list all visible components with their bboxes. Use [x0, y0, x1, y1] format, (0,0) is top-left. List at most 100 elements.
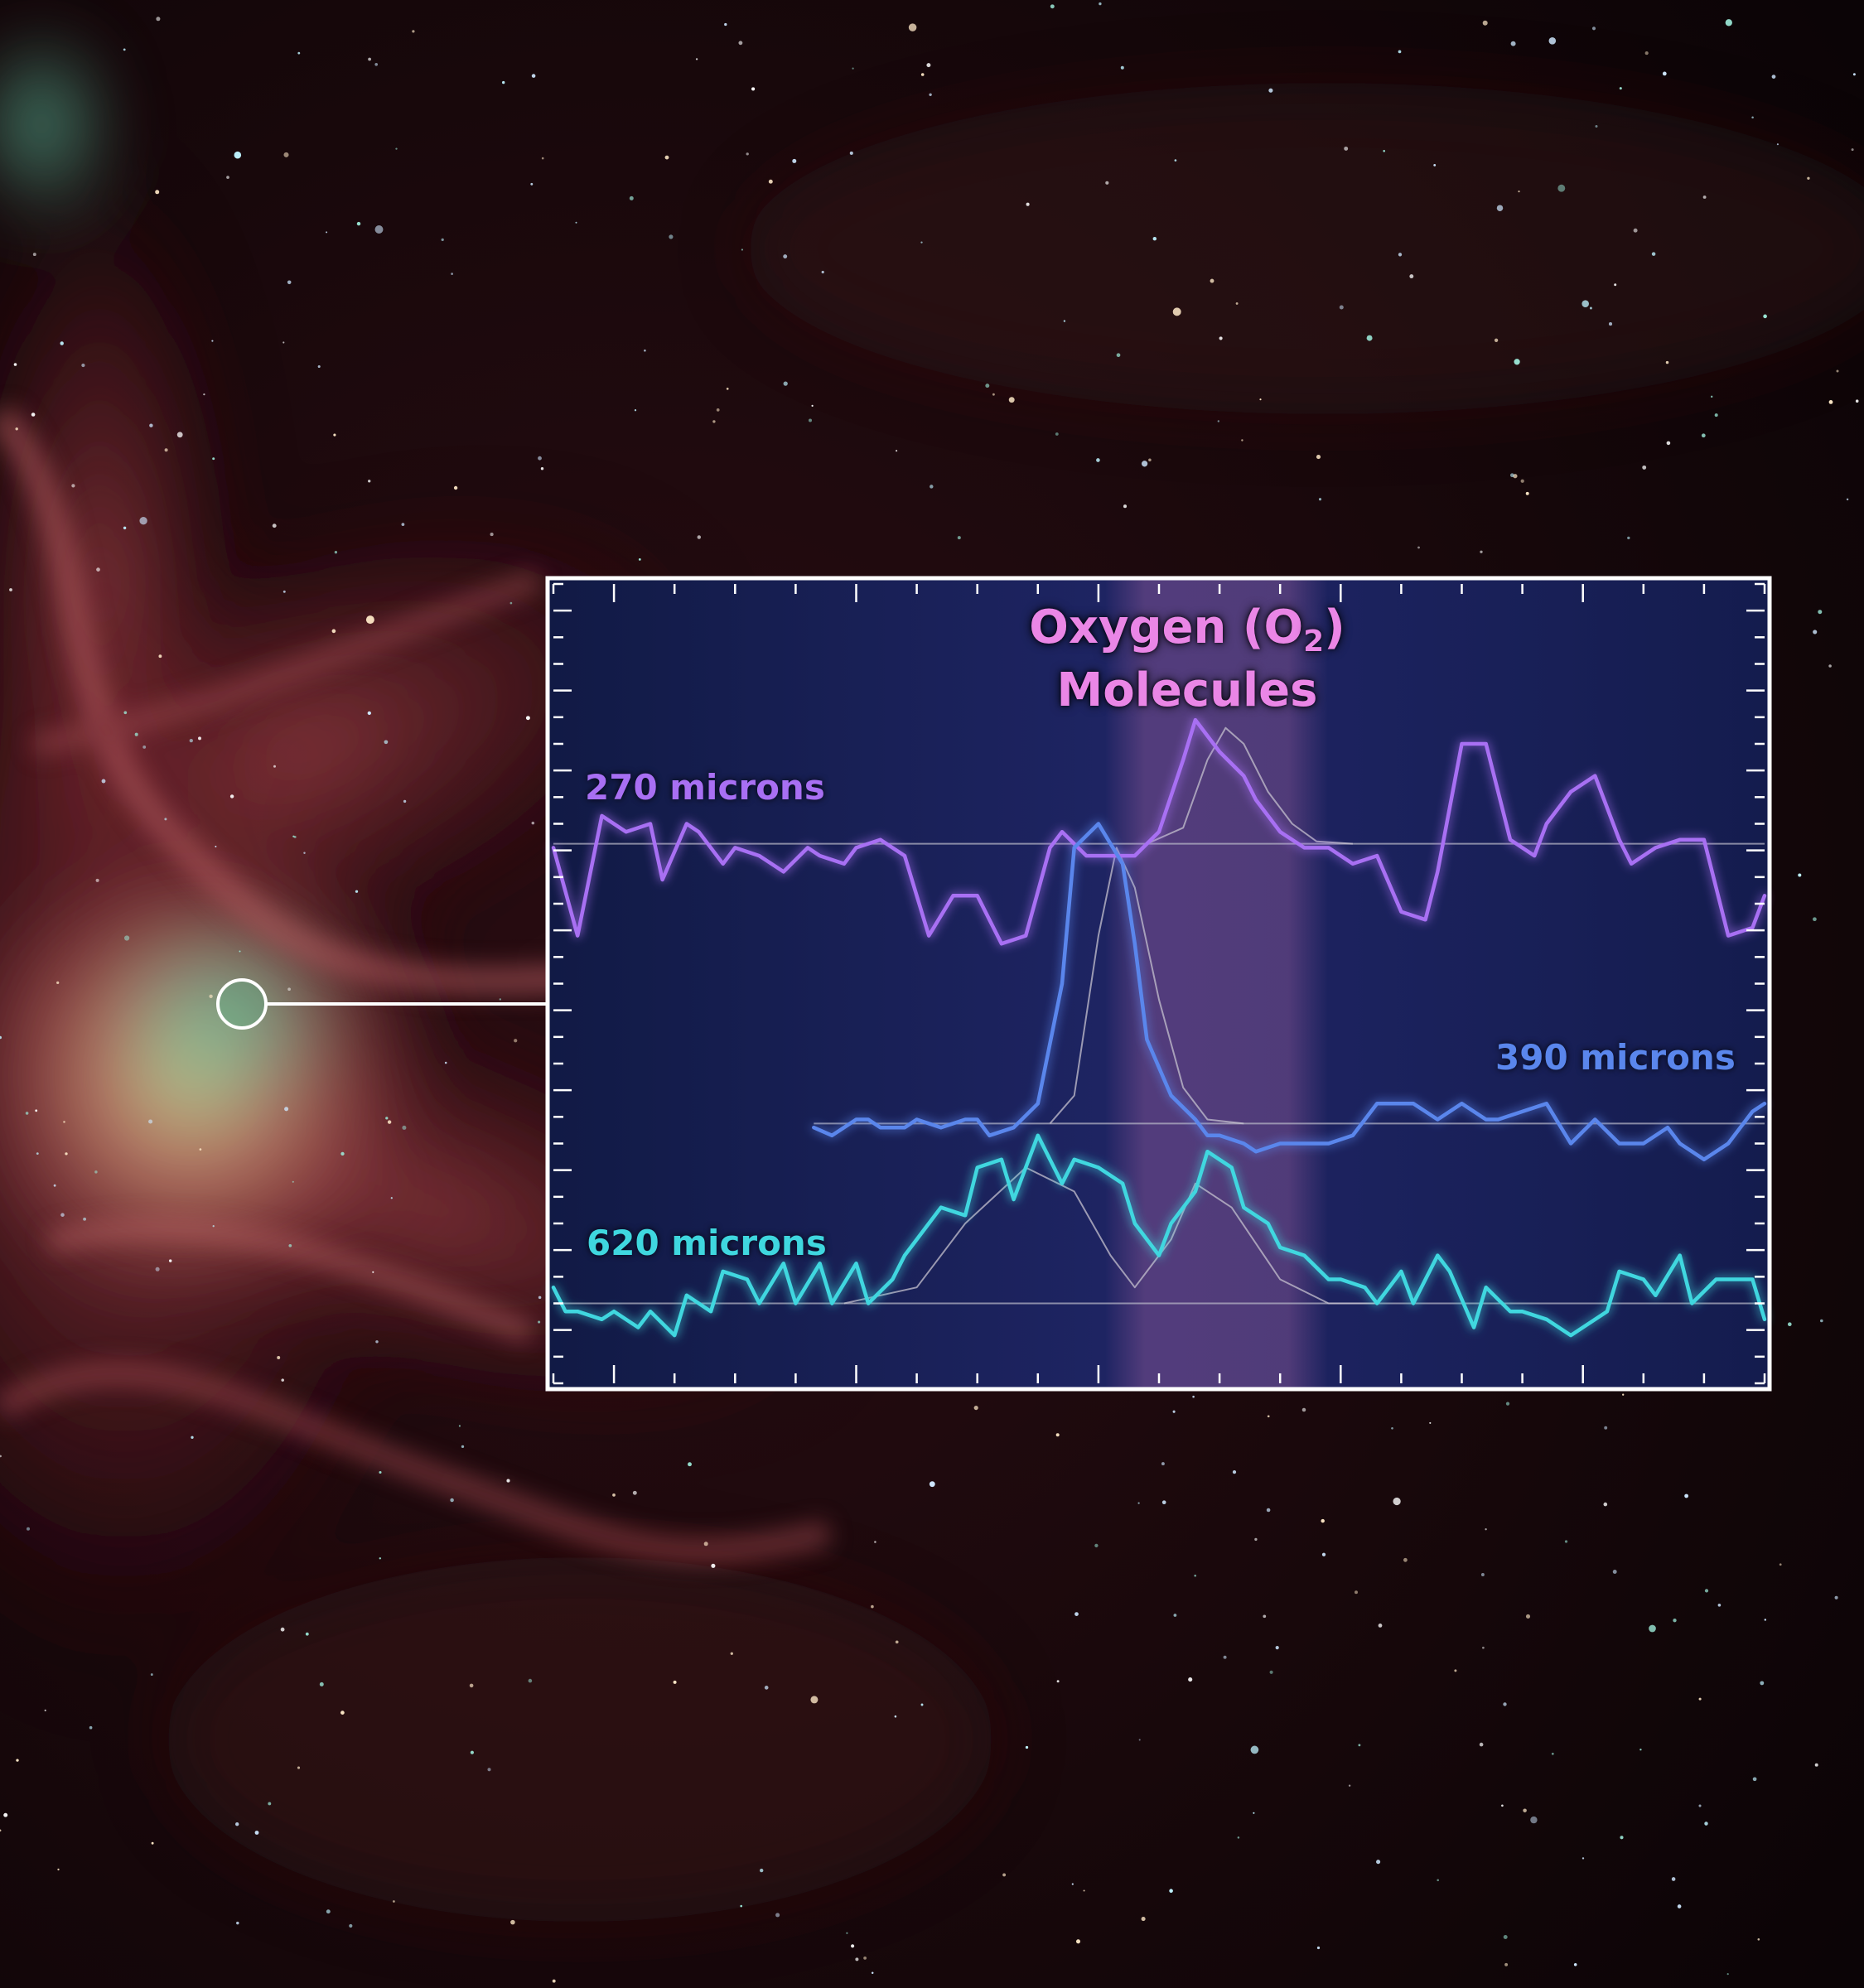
star	[32, 253, 36, 257]
star	[139, 517, 147, 525]
star	[1055, 432, 1059, 436]
star	[1787, 1322, 1792, 1327]
star	[13, 363, 17, 366]
star	[148, 1119, 153, 1124]
star	[287, 987, 291, 992]
star	[272, 524, 277, 528]
star	[326, 231, 328, 234]
star	[1852, 73, 1856, 76]
star	[1253, 1812, 1255, 1814]
star	[355, 890, 359, 893]
star	[368, 480, 371, 483]
star	[1573, 1963, 1577, 1966]
star	[783, 254, 788, 259]
star	[1137, 1502, 1140, 1504]
star	[1409, 274, 1414, 279]
fit-curve-620-microns	[843, 1166, 1378, 1305]
star	[575, 221, 577, 224]
fit-curve-390-microns	[1049, 847, 1244, 1125]
star	[1358, 1744, 1361, 1747]
star	[1268, 88, 1273, 93]
star	[1316, 455, 1321, 460]
star	[1301, 1407, 1306, 1412]
star	[1510, 41, 1516, 46]
star	[1589, 306, 1592, 310]
series-label-390-microns: 390 microns	[1495, 1037, 1736, 1078]
star	[234, 151, 242, 159]
series-label-270-microns: 270 microns	[585, 767, 825, 808]
star	[1702, 195, 1707, 199]
star	[1509, 473, 1514, 478]
star	[992, 393, 995, 396]
star	[15, 427, 18, 431]
star	[273, 765, 276, 768]
star	[27, 1527, 30, 1531]
star	[538, 1320, 541, 1324]
star	[375, 1340, 379, 1344]
star	[469, 1683, 474, 1688]
star	[402, 1125, 407, 1130]
star	[1275, 1646, 1279, 1650]
star	[896, 450, 898, 452]
star	[1855, 399, 1859, 403]
star	[297, 51, 301, 55]
star	[31, 413, 36, 417]
star	[372, 1271, 374, 1273]
star	[1776, 143, 1779, 146]
star	[331, 629, 336, 634]
star	[56, 981, 60, 985]
star	[499, 998, 501, 1001]
star	[1651, 252, 1656, 256]
star	[1814, 1763, 1818, 1767]
star	[65, 1152, 68, 1156]
star	[1518, 190, 1520, 193]
star	[1701, 433, 1706, 438]
star	[1698, 1804, 1702, 1807]
star	[1123, 504, 1128, 509]
star	[470, 1750, 474, 1754]
baselines	[553, 842, 1765, 1305]
star	[1828, 664, 1832, 668]
star	[1649, 1624, 1656, 1633]
star	[1828, 399, 1833, 404]
star	[1496, 205, 1504, 211]
chart-title: Oxygen (O2) Molecules	[947, 596, 1427, 722]
star	[1094, 1543, 1099, 1548]
star	[1376, 1860, 1381, 1865]
star	[1836, 369, 1839, 373]
star	[60, 341, 64, 345]
star	[846, 1932, 848, 1934]
star	[1172, 1410, 1176, 1413]
star	[541, 157, 544, 160]
star	[502, 80, 505, 84]
star	[1764, 1619, 1767, 1621]
star	[810, 1696, 819, 1704]
star	[101, 779, 106, 784]
star	[1665, 360, 1669, 364]
star	[1666, 441, 1671, 446]
star	[1619, 87, 1622, 90]
star	[1494, 338, 1499, 342]
star	[874, 1541, 876, 1543]
star	[612, 1493, 616, 1497]
star	[528, 1678, 533, 1683]
star	[1480, 550, 1483, 553]
star	[871, 1971, 874, 1975]
star	[1219, 336, 1223, 340]
star	[920, 1703, 924, 1706]
star	[1564, 1540, 1568, 1543]
star	[1717, 1603, 1722, 1607]
star	[94, 1170, 98, 1174]
star	[1642, 465, 1647, 470]
star	[1608, 322, 1613, 326]
star	[775, 1913, 780, 1918]
star	[1161, 1462, 1165, 1466]
star	[1074, 1612, 1079, 1616]
star	[349, 1923, 353, 1928]
star	[444, 1061, 447, 1064]
star	[1523, 1808, 1527, 1812]
star	[1344, 146, 1349, 151]
star	[1704, 1822, 1708, 1826]
star	[851, 1944, 855, 1948]
star	[305, 1632, 309, 1636]
